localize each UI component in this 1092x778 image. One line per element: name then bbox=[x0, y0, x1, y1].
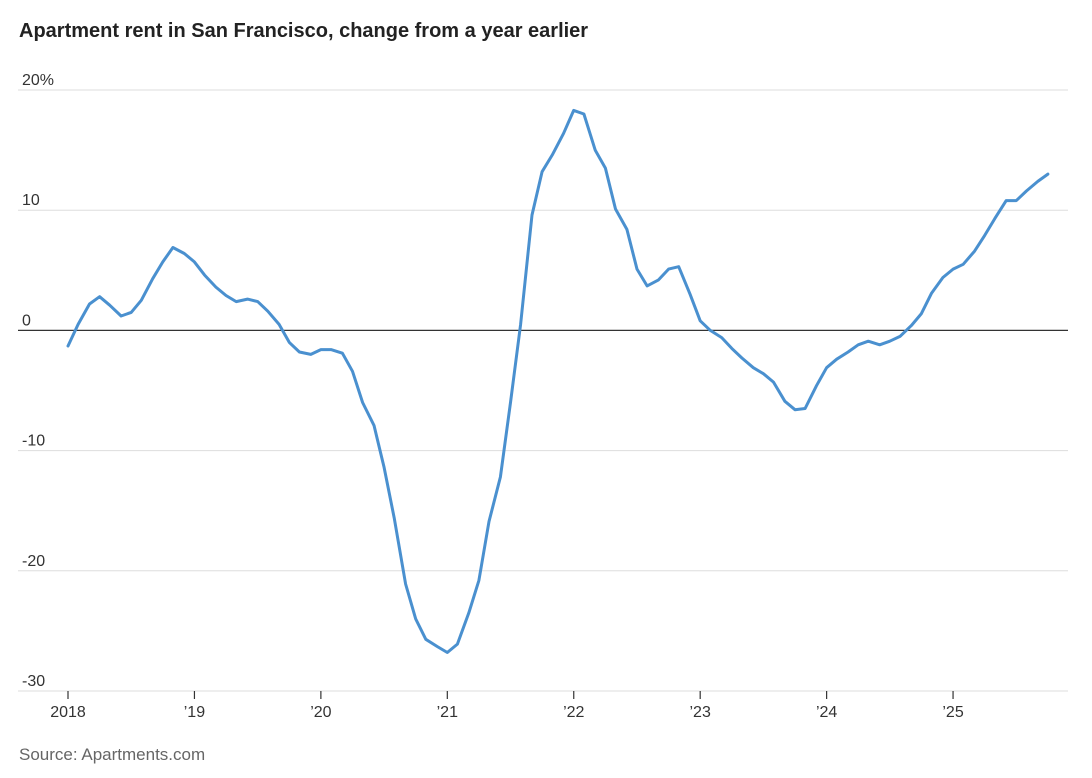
x-tick-label: ’25 bbox=[942, 704, 963, 721]
y-tick-label: -30 bbox=[22, 673, 45, 690]
x-axis-ticks: 2018 ’19 ’20 ’21 ’22 ’23 ’24 ’25 bbox=[50, 691, 964, 721]
y-tick-label: 20% bbox=[22, 72, 54, 89]
y-axis-ticks: 20% 10 0 -10 -20 -30 bbox=[22, 72, 54, 690]
y-tick-label: -10 bbox=[22, 433, 45, 450]
y-tick-label: 10 bbox=[22, 192, 40, 209]
series-line bbox=[66, 108, 1050, 654]
gridlines bbox=[18, 89, 1068, 692]
x-tick-label: 2018 bbox=[50, 704, 86, 721]
x-tick-label: ’24 bbox=[816, 704, 837, 721]
x-tick-label: ’23 bbox=[690, 704, 711, 721]
y-tick-label: -20 bbox=[22, 553, 45, 570]
y-tick-label: 0 bbox=[22, 312, 31, 329]
x-tick-label: ’22 bbox=[563, 704, 584, 721]
source-note: Source: Apartments.com bbox=[19, 745, 206, 764]
x-tick-label: ’21 bbox=[437, 704, 458, 721]
x-tick-label: ’20 bbox=[310, 704, 331, 721]
x-tick-label: ’19 bbox=[184, 704, 205, 721]
chart-title: Apartment rent in San Francisco, change … bbox=[19, 20, 589, 42]
line-chart: 20% 10 0 -10 -20 -30 2018 ’19 ’20 ’21 ’22 ’23 ’24 ’2… bbox=[18, 72, 1068, 721]
